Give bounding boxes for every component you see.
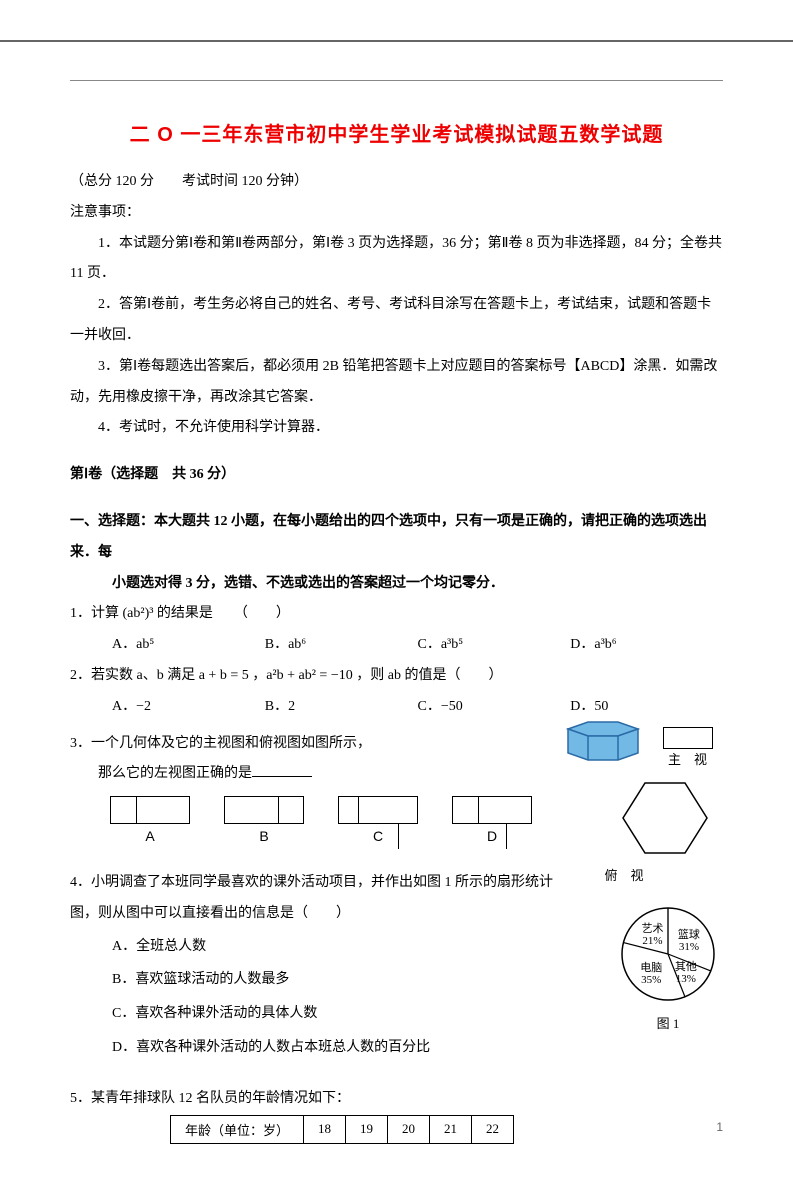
q1-opt-d[interactable]: D．a³b⁶ [570,630,723,661]
svg-text:35%: 35% [641,974,661,986]
q5-c1: 19 [346,1115,388,1143]
notice-1: 1．本试题分第Ⅰ卷和第Ⅱ卷两部分，第Ⅰ卷 3 页为选择题，36 分；第Ⅱ卷 8 … [70,229,723,291]
notice-2: 2．答第Ⅰ卷前，考生务必将自己的姓名、考号、考试科目涂写在答题卡上，考试结束，试… [70,290,723,352]
svg-text:13%: 13% [676,973,696,985]
part1-heading: 第Ⅰ卷（选择题 共 36 分） [70,460,723,491]
q2-opt-b[interactable]: B．2 [265,692,418,723]
q1-stem: 1．计算 (ab²)³ 的结果是 （ ） [70,599,723,630]
instructions-2: 小题选对得 3 分，选错、不选或选出的答案超过一个均记零分． [70,569,723,600]
q5-c2: 20 [388,1115,430,1143]
q1-opt-b[interactable]: B．ab⁶ [265,630,418,661]
page-number: 1 [716,1120,723,1134]
pie-chart-icon: 篮球31% 其他13% 电脑35% 艺术21% [613,902,723,1006]
q3-label-c: C [338,828,418,844]
front-view-box [663,727,713,749]
svg-text:篮球: 篮球 [678,927,700,941]
exam-page: 二 O 一三年东营市初中学生学业考试模拟试题五数学试题 （总分 120 分 考试… [0,40,793,1184]
q1-stem-text: 1．计算 (ab²)³ 的结果是 （ ） [70,606,290,621]
hex-prism-icon [553,719,653,767]
q3-block: 3．一个几何体及它的主视图和俯视图如图所示， 那么它的左视图正确的是 A B C… [70,729,723,845]
q3-label-a: A [110,828,190,844]
q1-opt-c[interactable]: C．a³b⁵ [418,630,571,661]
q3-box-c[interactable] [338,796,418,824]
svg-text:其他: 其他 [675,960,697,973]
q4-fig-label: 图 1 [613,1013,723,1032]
instructions-1: 一、选择题：本大题共 12 小题，在每小题给出的四个选项中，只有一项是正确的，请… [70,507,723,569]
q2-stem-text: 2．若实数 a、b 满足 a + b = 5 ，a²b + ab² = −10 … [70,668,502,683]
q4-opt-d[interactable]: D．喜欢各种课外活动的人数占本班总人数的百分比 [112,1031,723,1065]
q3-box-b[interactable] [224,796,304,824]
q3-figures: 主 视 俯 视 [553,719,733,884]
q1-opt-a[interactable]: A．ab⁵ [112,630,265,661]
q3-blank [252,763,312,777]
q5-table: 年龄（单位：岁） 18 19 20 21 22 [170,1115,514,1144]
q2-opt-c[interactable]: C．−50 [418,692,571,723]
q3-box-d[interactable] [452,796,532,824]
notice-3: 3．第Ⅰ卷每题选出答案后，都必须用 2B 铅笔把答题卡上对应题目的答案标号【AB… [70,352,723,414]
top-rule [70,80,723,81]
q3-box-a[interactable] [110,796,190,824]
notice-4: 4．考试时，不允许使用科学计算器． [70,413,723,444]
q4-figure: 篮球31% 其他13% 电脑35% 艺术21% 图 1 [613,902,723,1032]
svg-text:电脑: 电脑 [640,961,662,974]
svg-text:31%: 31% [679,941,699,953]
q3-label-b: B [224,828,304,844]
q5-th: 年龄（单位：岁） [171,1115,304,1143]
q5-c0: 18 [304,1115,346,1143]
svg-text:21%: 21% [642,935,662,947]
q4-block: 4．小明调查了本班同学最喜欢的课外活动项目，并作出如图 1 所示的扇形统计图，则… [70,868,723,1064]
hexagon-icon [615,778,715,860]
q1-options: A．ab⁵ B．ab⁶ C．a³b⁵ D．a³b⁶ [70,630,723,661]
q2-stem: 2．若实数 a、b 满足 a + b = 5 ，a²b + ab² = −10 … [70,661,723,692]
front-view-label: 主 视 [663,749,713,768]
q5-stem: 5．某青年排球队 12 名队员的年龄情况如下： [70,1084,723,1115]
q2-opt-a[interactable]: A．−2 [112,692,265,723]
q5-c4: 22 [472,1115,514,1143]
q3-stem2: 那么它的左视图正确的是 [98,766,252,781]
notice-heading: 注意事项： [70,198,723,229]
table-row: 年龄（单位：岁） 18 19 20 21 22 [171,1115,514,1143]
meta-line: （总分 120 分 考试时间 120 分钟） [70,167,723,198]
q3-label-d: D [452,828,532,844]
exam-title: 二 O 一三年东营市初中学生学业考试模拟试题五数学试题 [70,118,723,147]
q5-c3: 21 [430,1115,472,1143]
svg-text:艺术: 艺术 [641,922,663,935]
